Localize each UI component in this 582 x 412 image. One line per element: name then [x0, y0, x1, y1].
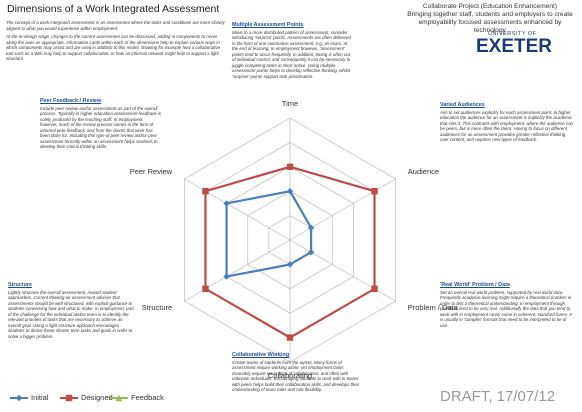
paragraph: The concept of a work integrated assessm… [6, 20, 225, 31]
marker [286, 261, 294, 268]
paragraph: Move to a more distributed pattern of as… [232, 29, 351, 79]
axis-label: Time [282, 99, 298, 108]
axis-label: Collaborating [268, 371, 312, 380]
logo-text: UNIVERSITY OF [488, 31, 537, 37]
paragraph: Include peer review and/or assessment as… [40, 105, 161, 150]
marker [65, 394, 73, 402]
paragraph: Lightly structure the overall assessment… [8, 289, 134, 339]
axis-spoke [184, 178, 291, 241]
marker [115, 394, 123, 402]
heading: Structure [8, 282, 32, 288]
legend-label: Designed [81, 393, 113, 402]
paragraph: Aim to set audiences explicitly for each… [440, 109, 574, 143]
draft-stamp: DRAFT, 17/07/12 [440, 388, 556, 405]
marker [202, 285, 209, 292]
tagline: Bringing together staff, students and em… [407, 10, 573, 34]
marker [286, 334, 294, 341]
axis-label: Peer Review [130, 167, 173, 176]
marker [307, 249, 315, 256]
marker [371, 188, 378, 195]
axis-spoke [184, 239, 291, 302]
axis-label: Audience [408, 167, 439, 176]
marker [371, 285, 378, 292]
info-box: Varied Audiences Aim to set audiences exp… [440, 102, 574, 146]
info-box: Structure Lightly structure the overall a… [8, 282, 136, 342]
legend-label: Initial [31, 393, 49, 402]
project-name: Collaborate Project (Education Enhanceme… [422, 3, 558, 10]
title: Dimensions of a Work Integrated Assessme… [7, 3, 220, 15]
marker [286, 188, 294, 195]
project: Collaborate Project (Education Enhanceme… [402, 3, 578, 35]
marker [223, 200, 230, 207]
marker [286, 163, 294, 170]
axis-label: Structure [142, 303, 172, 312]
marker [223, 273, 230, 280]
info-box: 'Real World' Problem / Data Set an overal… [440, 282, 574, 331]
paragraph: Set an overall real world problem, suppo… [440, 289, 572, 328]
axis-spoke [289, 178, 396, 241]
info-box: Collaborative Working Create teams of stu… [232, 352, 362, 396]
heading: 'Real World' Problem / Data [440, 282, 510, 288]
intro: The concept of a work integrated assessm… [6, 20, 228, 65]
marker [307, 224, 315, 231]
legend-label: Feedback [131, 393, 164, 402]
heading: Peer Feedback / Review [40, 98, 102, 104]
paragraph: At the re-design stage, changes to the c… [6, 34, 221, 61]
axis-spoke [289, 239, 396, 302]
info-box: Peer Feedback / Review Include peer revie… [40, 98, 162, 153]
marker [202, 188, 209, 195]
heading: Collaborative Working [232, 352, 290, 358]
heading: Multiple Assessment Points [232, 22, 304, 28]
info-box: Multiple Assessment Points Move to a more… [232, 22, 354, 82]
marker [15, 394, 23, 402]
paragraph: Create teams of students from the outset… [232, 359, 360, 393]
heading: Varied Audiences [440, 102, 485, 108]
logo-text: EXETER [476, 36, 553, 57]
axis-label: Problem / Data [408, 303, 459, 312]
